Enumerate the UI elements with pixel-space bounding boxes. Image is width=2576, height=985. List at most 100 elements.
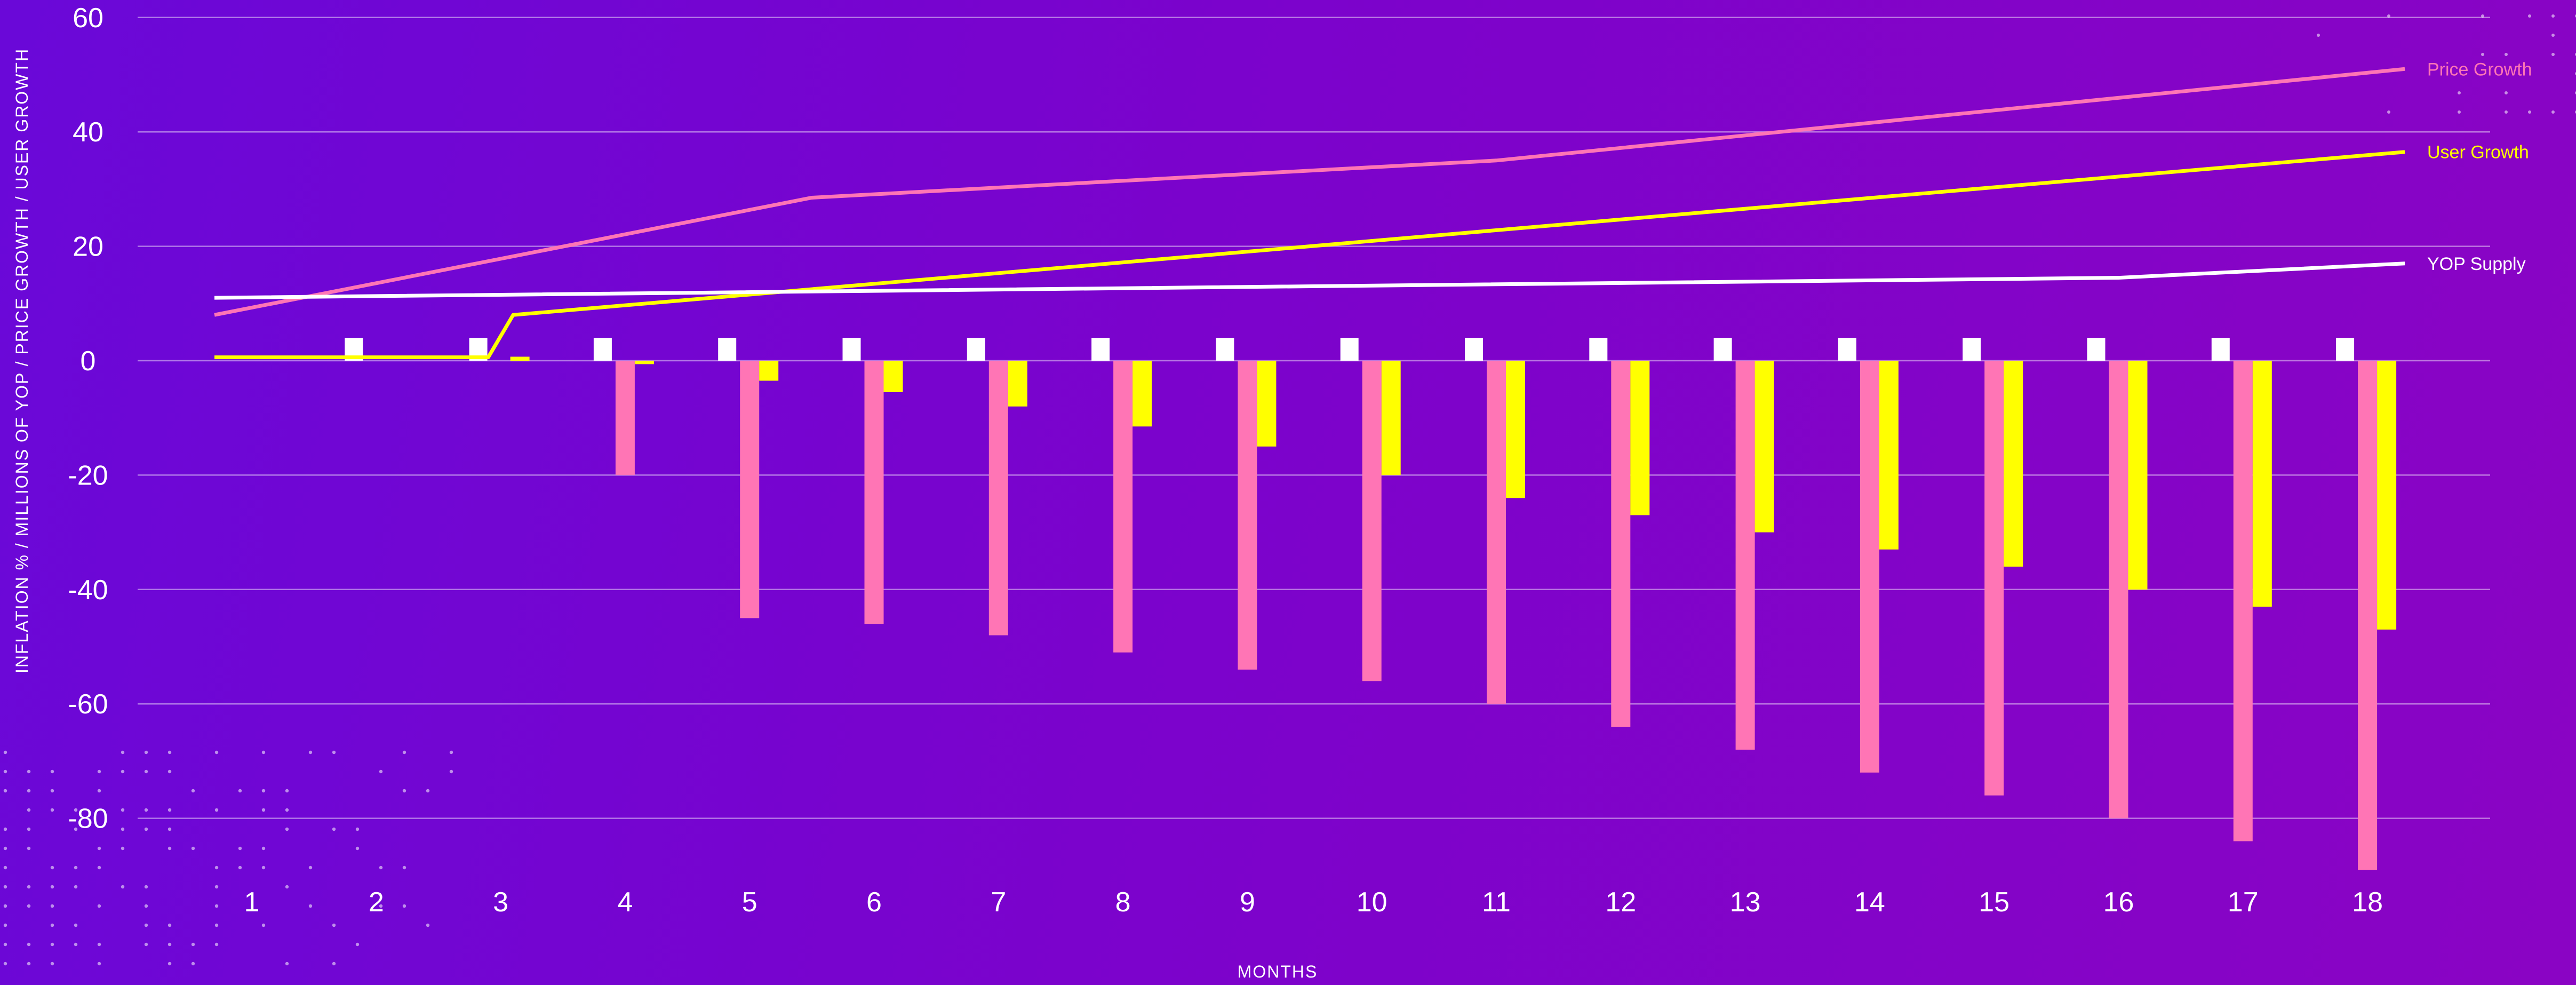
dot xyxy=(450,751,453,754)
x-tick-label: 13 xyxy=(1730,887,1761,918)
dot xyxy=(121,847,124,850)
dot xyxy=(98,789,101,792)
bar xyxy=(2253,361,2272,607)
bar xyxy=(594,338,612,361)
dot xyxy=(51,904,54,908)
dot xyxy=(262,924,265,927)
dot xyxy=(262,789,265,792)
bar xyxy=(2128,361,2148,590)
dot xyxy=(192,962,195,965)
dot xyxy=(145,885,148,888)
bar xyxy=(1630,361,1649,515)
bar xyxy=(1714,338,1732,361)
legend: Price Growth User Growth YOP Supply xyxy=(2427,59,2532,274)
dot xyxy=(27,770,30,773)
dot xyxy=(121,751,124,754)
bar xyxy=(1879,361,1899,550)
series-label: User Growth xyxy=(2427,142,2529,163)
bar xyxy=(1257,361,1276,447)
dot xyxy=(356,943,359,946)
dot xyxy=(403,904,406,908)
y-tick-label: 0 xyxy=(81,346,96,377)
bar xyxy=(2109,361,2128,819)
bar xyxy=(1984,361,2004,796)
dot xyxy=(332,751,336,754)
bar xyxy=(1506,361,1525,498)
dot xyxy=(98,943,101,946)
dot xyxy=(215,924,218,927)
dot xyxy=(98,847,101,850)
dot xyxy=(145,808,148,812)
dot xyxy=(98,962,101,965)
dot xyxy=(238,789,242,792)
bar xyxy=(1487,361,1506,704)
dot xyxy=(98,904,101,908)
y-tick-label: -20 xyxy=(68,460,108,491)
bar xyxy=(2004,361,2023,567)
bar xyxy=(2087,338,2106,361)
dot xyxy=(168,770,171,773)
series-label: YOP Supply xyxy=(2427,254,2526,274)
dot xyxy=(238,866,242,869)
dot xyxy=(98,866,101,869)
dot xyxy=(356,847,359,850)
dot xyxy=(262,808,265,812)
dot xyxy=(450,770,453,773)
dot xyxy=(285,885,289,888)
x-tick-label: 1 xyxy=(244,887,260,918)
dot xyxy=(51,943,54,946)
bar xyxy=(1382,361,1401,475)
dot xyxy=(51,808,54,812)
bar xyxy=(2336,338,2354,361)
dot xyxy=(309,866,312,869)
bar xyxy=(1091,338,1110,361)
bar xyxy=(1362,361,1382,681)
bar xyxy=(1611,361,1630,727)
dot xyxy=(121,885,124,888)
bar xyxy=(843,338,861,361)
dot xyxy=(98,770,101,773)
bar xyxy=(635,361,654,364)
dot xyxy=(403,751,406,754)
x-tick-label: 18 xyxy=(2352,887,2383,918)
bar xyxy=(1113,361,1133,653)
dot xyxy=(2505,53,2508,56)
x-tick-label: 6 xyxy=(866,887,882,918)
y-tick-label: -40 xyxy=(68,575,108,606)
bar xyxy=(1133,361,1152,426)
dot xyxy=(356,828,359,831)
dot xyxy=(74,866,77,869)
dot xyxy=(262,866,265,869)
dot xyxy=(332,924,336,927)
dot xyxy=(4,866,7,869)
dot xyxy=(27,885,30,888)
dot xyxy=(215,885,218,888)
bar xyxy=(616,361,635,475)
x-tick-label: 17 xyxy=(2228,887,2259,918)
bar xyxy=(2212,338,2230,361)
dot xyxy=(2387,110,2390,114)
dot xyxy=(4,885,7,888)
dot xyxy=(4,828,7,831)
dot xyxy=(309,751,312,754)
bar xyxy=(989,361,1008,636)
bar xyxy=(1341,338,1359,361)
dot xyxy=(4,943,7,946)
dot xyxy=(332,828,336,831)
dot xyxy=(168,808,171,812)
dot xyxy=(2528,110,2531,114)
dot xyxy=(27,943,30,946)
dot xyxy=(121,808,124,812)
bar xyxy=(1465,338,1483,361)
y-tick-label: -60 xyxy=(68,689,108,720)
dot xyxy=(285,828,289,831)
dot xyxy=(379,770,382,773)
dot xyxy=(2317,34,2320,37)
bar xyxy=(1755,361,1774,533)
dot xyxy=(121,828,124,831)
dot xyxy=(168,962,171,965)
dot xyxy=(145,770,148,773)
dot xyxy=(2551,110,2555,114)
dot xyxy=(145,828,148,831)
